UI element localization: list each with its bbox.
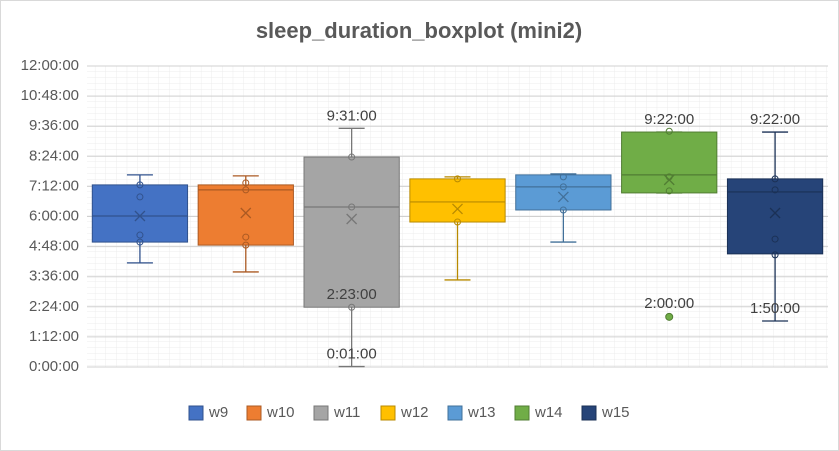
legend-label: w11 [333,404,360,421]
data-label: 9:22:00 [644,111,694,128]
box [726,178,824,255]
legend-label: w10 [266,404,295,421]
legend-swatch [380,405,396,421]
data-point [665,127,673,135]
legend-label: w14 [534,404,563,421]
data-point [136,193,144,201]
mean-marker [769,207,781,219]
legend-label: w9 [208,404,228,421]
data-point [136,238,144,246]
box-group [197,175,294,273]
mean-marker [134,210,146,222]
legend-swatch [188,405,204,421]
box [515,174,612,211]
y-tick-label: 0:00:00 [29,358,79,375]
y-tick-label: 2:24:00 [29,298,79,315]
data-point [454,175,461,183]
box-group [303,127,400,368]
box [621,131,718,194]
box-group [515,173,612,243]
mean-marker [346,213,358,225]
y-tick-label: 7:12:00 [29,177,79,194]
data-point [348,153,356,161]
data-label: 9:31:00 [327,107,377,124]
y-tick-label: 6:00:00 [29,207,79,224]
y-tick-label: 4:48:00 [29,238,79,255]
box-group [621,127,718,321]
mean-marker [452,203,463,215]
data-point [771,235,779,243]
mean-marker [240,207,252,219]
data-point [559,183,567,191]
box-group [726,131,824,322]
legend-swatch [313,405,329,421]
y-tick-label: 8:24:00 [29,147,79,164]
data-point [136,181,144,189]
data-label: 2:00:00 [644,295,694,312]
data-point [242,179,250,187]
data-point [771,251,779,259]
legend-swatch [447,405,463,421]
mean-marker [557,191,569,203]
legend-label: w12 [400,404,429,421]
data-point [771,186,779,194]
data-label: 0:01:00 [327,346,377,363]
data-point [454,218,461,226]
legend-label: w13 [467,404,496,421]
data-label: 9:22:00 [750,111,800,128]
legend-swatch [514,405,530,421]
data-point [242,186,250,194]
data-point [771,175,779,183]
legend-label: w15 [601,404,630,421]
data-point [665,187,673,195]
box-group [409,175,506,281]
data-point [559,206,567,214]
legend-swatch [246,405,262,421]
box [303,156,400,308]
data-point [242,241,250,249]
data-label: 1:50:00 [750,300,800,317]
y-tick-label: 3:36:00 [29,268,79,285]
box [197,184,294,246]
y-tick-label: 12:00:00 [21,57,79,74]
box [409,178,506,223]
data-point [242,233,250,241]
data-point [559,173,567,181]
y-tick-label: 1:12:00 [29,328,79,345]
box-group [91,174,189,264]
y-tick-label: 10:48:00 [21,87,79,104]
data-point [665,173,673,181]
data-point [348,303,356,311]
data-point [136,231,144,239]
data-point [348,203,356,211]
y-tick-label: 9:36:00 [29,117,79,134]
data-label: 2:23:00 [327,286,377,303]
chart-title: sleep_duration_boxplot (mini2) [256,18,582,43]
legend-swatch [581,405,597,421]
outlier-point [665,312,674,321]
